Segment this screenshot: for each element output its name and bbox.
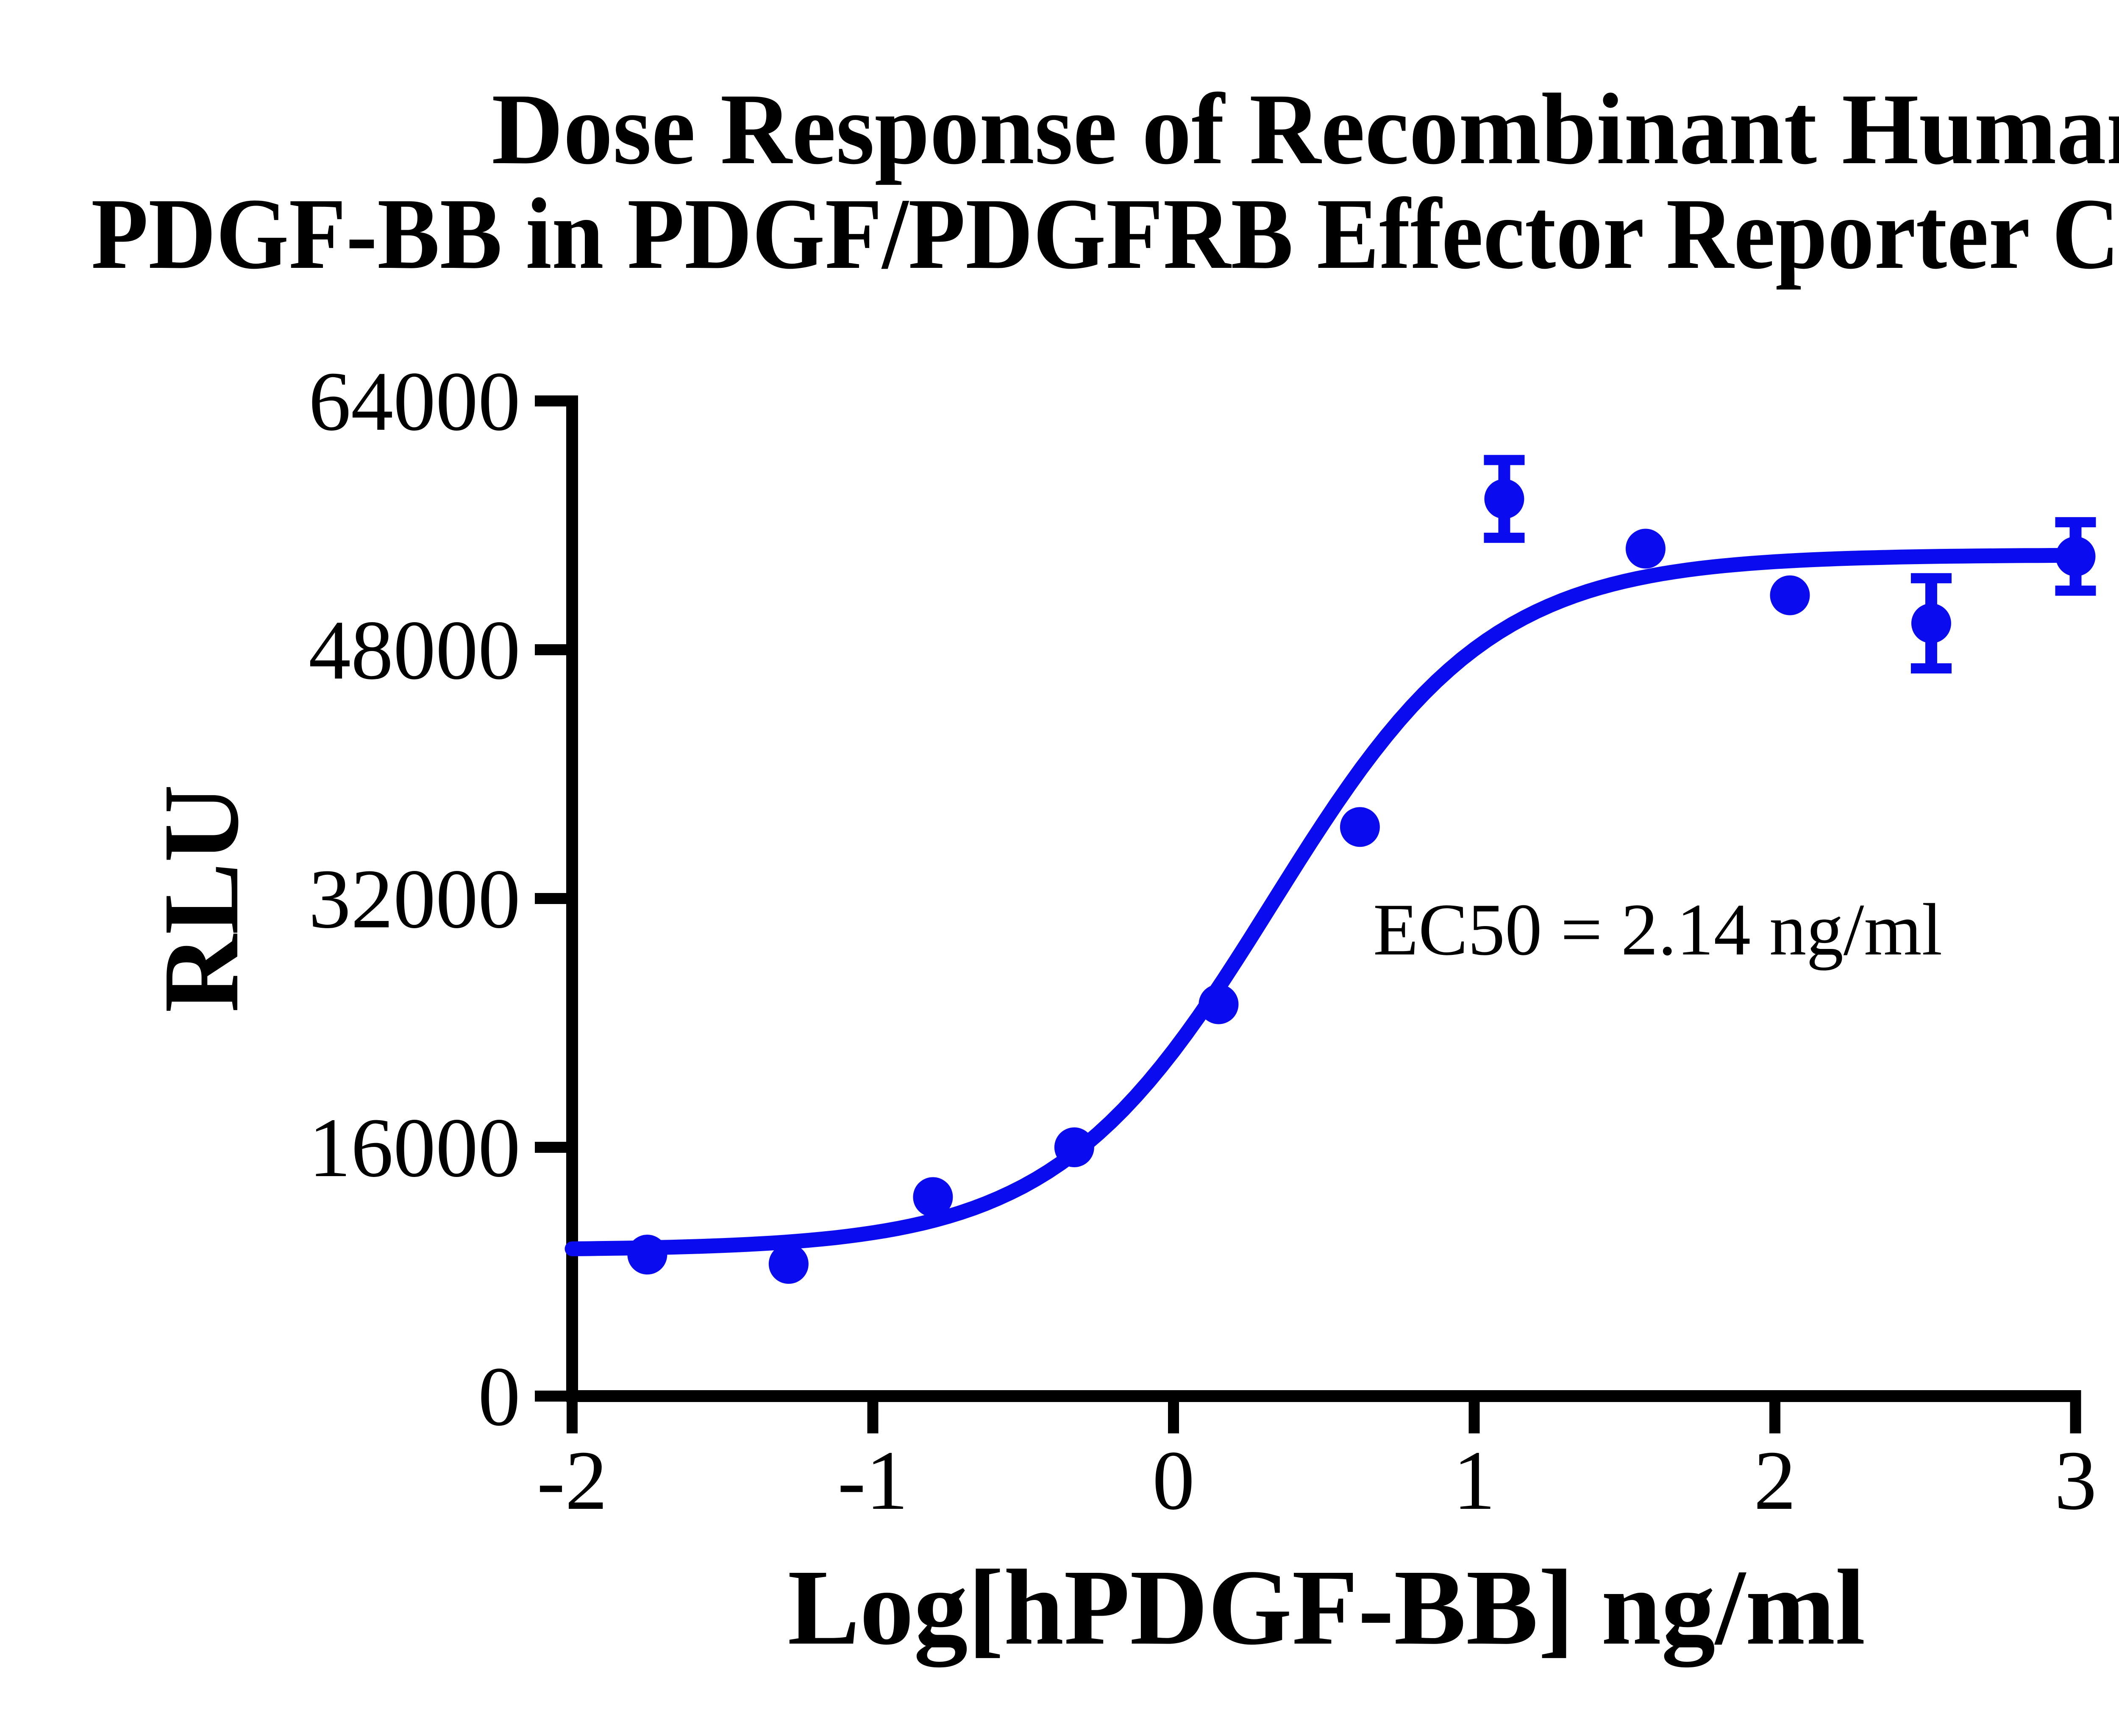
plot-area: -2 -1 0 1 2 3 0 16000 32000 48000 64000	[309, 355, 2097, 1527]
data-point-marker	[913, 1177, 953, 1217]
y-tick-label: 16000	[309, 1101, 520, 1195]
data-point-marker	[1770, 575, 1810, 615]
x-tick-label: -1	[837, 1434, 908, 1527]
fit-curve	[565, 548, 2083, 1256]
x-tick-label: 2	[1754, 1434, 1796, 1527]
data-point-marker	[1340, 807, 1380, 847]
data-point-marker	[768, 1244, 809, 1284]
data-point-marker	[627, 1235, 667, 1275]
data-point-marker	[1484, 479, 1524, 519]
chart-title-line1: Dose Response of Recombinant Human	[492, 72, 2119, 185]
data-point-marker	[1625, 529, 1666, 569]
y-axis-title: RLU	[142, 785, 261, 1013]
x-tick-label: 0	[1152, 1434, 1195, 1527]
ec50-annotation: EC50 = 2.14 ng/ml	[1373, 888, 1942, 971]
x-tick-label: 3	[2055, 1434, 2097, 1527]
data-point-marker	[1054, 1127, 1094, 1167]
data-point-marker	[2055, 536, 2096, 576]
chart-title-line2: PDGF-BB in PDGF/PDGFRB Effector Reporter…	[91, 177, 2119, 290]
y-tick-label: 0	[478, 1350, 520, 1444]
x-tick-label: 1	[1453, 1434, 1496, 1527]
y-tick-label: 48000	[309, 604, 520, 697]
y-tick-label: 64000	[309, 355, 520, 448]
data-point-marker	[1199, 984, 1239, 1024]
data-point-marker	[1911, 603, 1951, 643]
x-tick-label: -2	[537, 1434, 608, 1527]
x-axis-title: Log[hPDGF-BB] ng/ml	[787, 1548, 1865, 1667]
y-tick-label: 32000	[309, 852, 520, 946]
